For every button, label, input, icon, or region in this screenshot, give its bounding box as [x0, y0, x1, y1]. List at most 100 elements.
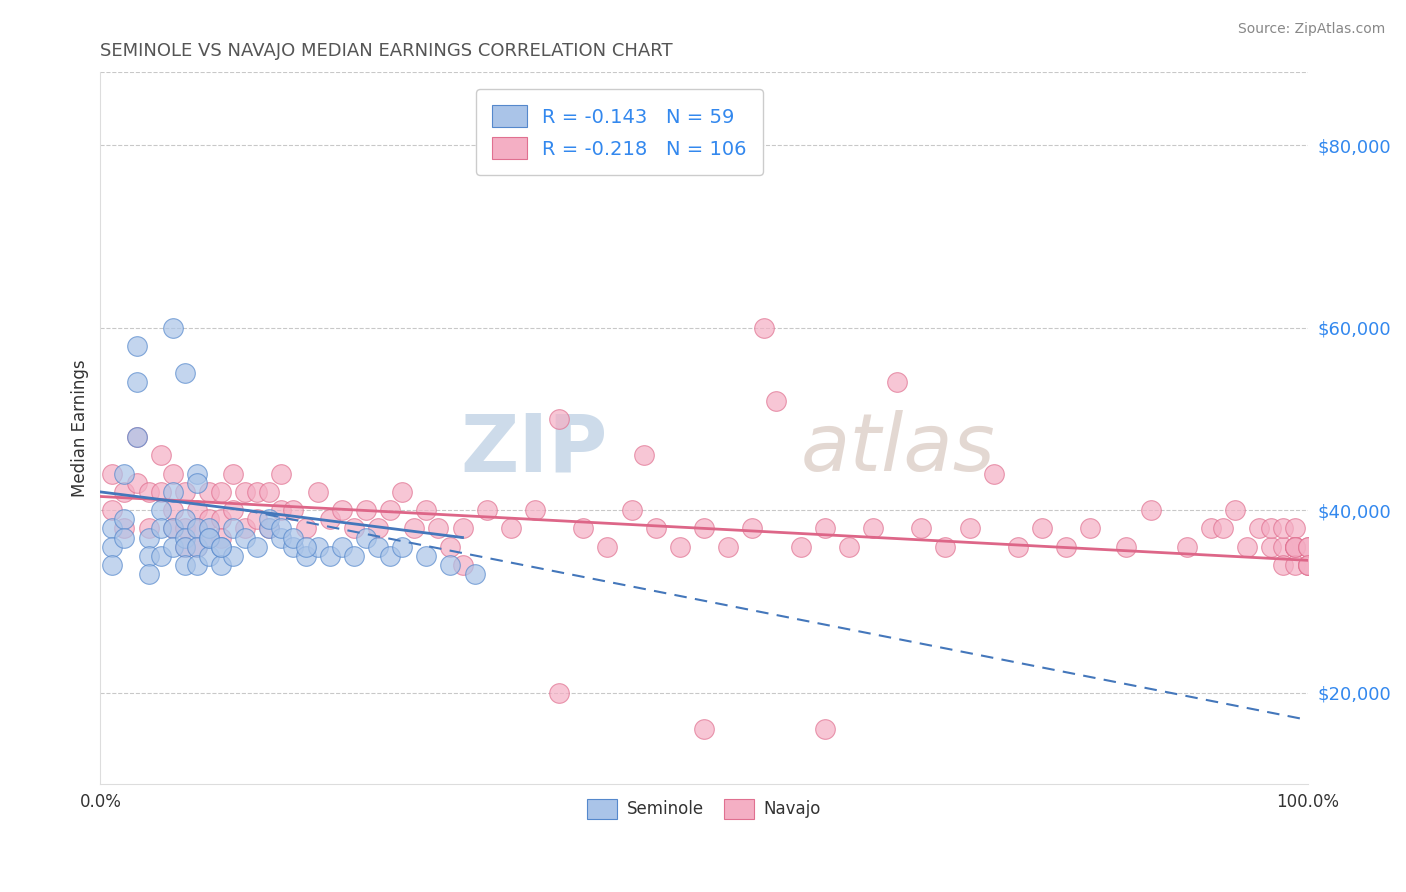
Point [259, 521, 281, 535]
Point [838, 540, 860, 554]
Point [1296, 558, 1319, 572]
Point [149, 521, 172, 535]
Point [814, 521, 837, 535]
Point [475, 503, 498, 517]
Point [548, 685, 571, 699]
Text: atlas: atlas [800, 410, 995, 489]
Point [983, 467, 1005, 481]
Point [1249, 521, 1271, 535]
Point [294, 521, 316, 535]
Point [114, 484, 136, 499]
Point [222, 521, 245, 535]
Point [198, 531, 221, 545]
Point [1078, 521, 1101, 535]
Point [415, 549, 437, 563]
Point [789, 540, 811, 554]
Point [319, 549, 342, 563]
Point [1260, 540, 1282, 554]
Point [173, 540, 195, 554]
Point [330, 540, 353, 554]
Point [1296, 558, 1319, 572]
Point [1236, 540, 1258, 554]
Point [1175, 540, 1198, 554]
Point [259, 484, 281, 499]
Point [173, 367, 195, 381]
Point [668, 540, 690, 554]
Point [294, 540, 316, 554]
Point [173, 531, 195, 545]
Point [173, 512, 195, 526]
Point [1139, 503, 1161, 517]
Point [149, 503, 172, 517]
Point [523, 503, 546, 517]
Point [125, 376, 148, 390]
Point [404, 521, 426, 535]
Point [319, 512, 342, 526]
Point [162, 467, 184, 481]
Point [162, 320, 184, 334]
Point [378, 503, 401, 517]
Point [101, 503, 124, 517]
Text: SEMINOLE VS NAVAJO MEDIAN EARNINGS CORRELATION CHART: SEMINOLE VS NAVAJO MEDIAN EARNINGS CORRE… [100, 42, 673, 60]
Point [209, 540, 232, 554]
Point [343, 549, 366, 563]
Point [259, 512, 281, 526]
Point [186, 503, 208, 517]
Point [149, 449, 172, 463]
Point [391, 484, 413, 499]
Point [138, 521, 160, 535]
Point [283, 540, 305, 554]
Point [246, 484, 269, 499]
Point [1284, 521, 1306, 535]
Point [101, 540, 124, 554]
Point [367, 521, 389, 535]
Point [620, 503, 643, 517]
Point [209, 484, 232, 499]
Point [1272, 540, 1295, 554]
Point [173, 484, 195, 499]
Point [186, 558, 208, 572]
Point [1272, 521, 1295, 535]
Point [125, 475, 148, 490]
Point [209, 540, 232, 554]
Point [415, 503, 437, 517]
Point [114, 521, 136, 535]
Point [186, 540, 208, 554]
Point [378, 549, 401, 563]
Point [644, 521, 666, 535]
Point [1284, 540, 1306, 554]
Point [270, 531, 292, 545]
Point [162, 484, 184, 499]
Point [862, 521, 884, 535]
Point [114, 531, 136, 545]
Point [138, 531, 160, 545]
Point [499, 521, 522, 535]
Point [367, 540, 389, 554]
Point [910, 521, 932, 535]
Point [354, 503, 377, 517]
Point [233, 484, 256, 499]
Point [1054, 540, 1077, 554]
Point [1031, 521, 1053, 535]
Point [125, 339, 148, 353]
Point [717, 540, 740, 554]
Point [198, 512, 221, 526]
Point [246, 540, 269, 554]
Point [173, 521, 195, 535]
Point [101, 558, 124, 572]
Point [307, 540, 329, 554]
Point [186, 521, 208, 535]
Y-axis label: Median Earnings: Median Earnings [72, 359, 89, 497]
Point [149, 549, 172, 563]
Point [1007, 540, 1029, 554]
Text: ZIP: ZIP [460, 410, 607, 489]
Point [114, 467, 136, 481]
Point [1199, 521, 1222, 535]
Point [307, 484, 329, 499]
Point [439, 558, 461, 572]
Point [162, 521, 184, 535]
Point [162, 503, 184, 517]
Point [283, 503, 305, 517]
Point [391, 540, 413, 554]
Point [693, 521, 716, 535]
